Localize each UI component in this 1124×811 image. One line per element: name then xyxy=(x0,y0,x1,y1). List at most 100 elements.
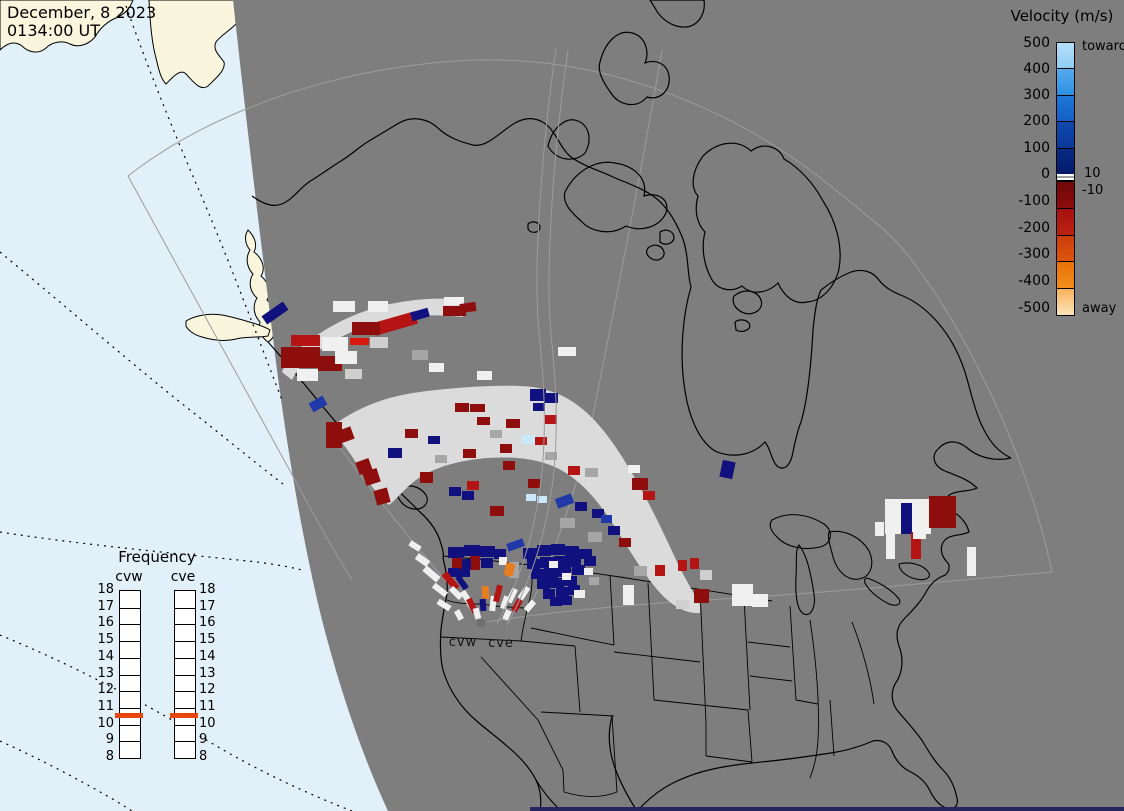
frequency-tick-label: 11 xyxy=(97,698,114,714)
great-lakes xyxy=(769,514,930,616)
velocity-tick-label: -500 xyxy=(1018,300,1050,316)
coastline xyxy=(692,142,841,304)
frequency-marker-cve xyxy=(170,712,198,718)
border-line xyxy=(829,699,835,757)
border-line xyxy=(442,555,773,602)
velocity-cell xyxy=(732,584,753,606)
velocity-cell xyxy=(601,515,612,523)
velocity-cell xyxy=(531,569,544,579)
fov-lines-over xyxy=(496,47,569,626)
frequency-tick-label: 11 xyxy=(199,698,216,714)
velocity-cell xyxy=(545,415,557,424)
velocity-cell xyxy=(435,455,447,463)
frequency-tick-label: 17 xyxy=(199,598,216,614)
velocity-cell xyxy=(412,350,428,360)
velocity-cell xyxy=(449,487,461,496)
velocity-cell xyxy=(554,556,568,567)
velocity-cell xyxy=(523,548,537,559)
graticule-line xyxy=(0,740,133,811)
velocity-tick-label: 200 xyxy=(1023,113,1050,129)
velocity-cell xyxy=(575,502,587,511)
coastline xyxy=(563,161,668,233)
velocity-cell xyxy=(373,487,391,506)
border-line xyxy=(747,709,753,763)
velocity-cell xyxy=(565,546,579,557)
velocity-cell xyxy=(619,538,631,547)
velocity-cell xyxy=(405,429,418,438)
velocity-cell xyxy=(560,518,575,528)
velocity-cell xyxy=(929,496,956,528)
coastline xyxy=(527,221,541,233)
velocity-cell xyxy=(551,544,565,555)
velocity-cell xyxy=(913,529,926,539)
velocity-cell xyxy=(388,448,402,458)
frequency-tick-label: 18 xyxy=(97,582,114,597)
border-line xyxy=(851,621,875,705)
graticule-dotted xyxy=(0,5,353,811)
velocity-cell xyxy=(470,404,485,412)
velocity-cell xyxy=(322,337,348,351)
velocity-cell xyxy=(463,449,476,458)
frequency-bar-tick xyxy=(175,608,195,609)
colorbar-segment-away xyxy=(1056,261,1075,290)
velocity-cell xyxy=(460,569,470,577)
map-edge-strip xyxy=(530,807,1124,811)
velocity-tick-label: -300 xyxy=(1018,246,1050,262)
velocity-cell xyxy=(579,549,592,559)
border-line xyxy=(747,641,791,648)
velocity-cell xyxy=(499,557,507,565)
velocity-cell xyxy=(589,577,599,585)
threshold-lower-label: -10 xyxy=(1082,183,1104,198)
frequency-tick-label: 9 xyxy=(199,732,208,748)
frequency-tick-label: 18 xyxy=(199,582,216,597)
dayside-land xyxy=(0,0,276,343)
velocity-cell xyxy=(694,589,709,603)
frequency-tick-label: 10 xyxy=(199,715,216,731)
velocity-cell xyxy=(506,538,525,552)
frequency-tick-label: 12 xyxy=(199,682,216,698)
velocity-cell xyxy=(632,478,648,490)
velocity-cell xyxy=(436,598,452,612)
frequency-bar-tick xyxy=(120,641,140,642)
frequency-tick-label: 17 xyxy=(97,598,114,614)
border-line xyxy=(540,711,615,717)
velocity-cell xyxy=(528,479,540,488)
frequency-bar-tick xyxy=(175,691,195,692)
frequency-tick-label: 12 xyxy=(97,682,114,698)
colorbar-segment-toward xyxy=(1056,42,1075,70)
velocity-cell xyxy=(585,468,598,477)
velocity-cell xyxy=(588,532,602,542)
velocity-cell xyxy=(410,307,430,322)
lake-outline xyxy=(769,514,831,550)
velocity-cell xyxy=(545,452,557,460)
coastline xyxy=(732,290,763,315)
border-line xyxy=(530,627,615,646)
velocity-cell xyxy=(428,436,440,444)
coastline xyxy=(598,31,670,106)
radar-site-dot xyxy=(476,618,486,628)
velocity-cell xyxy=(549,561,558,568)
velocity-cell xyxy=(345,369,362,379)
velocity-cell xyxy=(429,363,444,372)
frequency-bar-tick xyxy=(120,741,140,742)
velocity-cell xyxy=(408,540,422,552)
velocity-cell xyxy=(490,506,504,516)
velocity-cell xyxy=(537,579,550,589)
velocity-cell xyxy=(537,496,547,503)
frequency-bar-tick xyxy=(120,675,140,676)
velocity-cell xyxy=(540,557,554,568)
threshold-upper-label: 10 xyxy=(1084,166,1101,181)
velocity-cell xyxy=(362,468,381,486)
lake-outline xyxy=(864,577,901,606)
frequency-bar-tick xyxy=(175,725,195,726)
velocity-tick-label: -200 xyxy=(1018,220,1050,236)
velocity-cell xyxy=(550,578,564,588)
velocity-cell xyxy=(459,301,477,314)
timestamp: December, 8 2023 0134:00 UT xyxy=(7,4,156,40)
velocity-cell xyxy=(554,493,575,509)
border-line xyxy=(699,589,707,723)
coastline xyxy=(547,119,590,160)
frequency-bar-tick xyxy=(120,658,140,659)
velocity-tick-label: 100 xyxy=(1023,140,1050,156)
